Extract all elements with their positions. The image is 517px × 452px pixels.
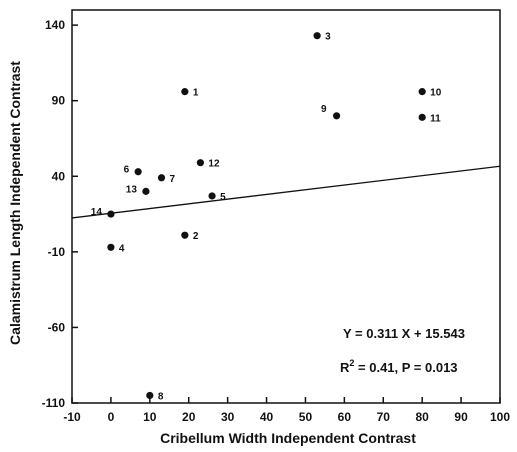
data-point-label: 5 [220, 192, 226, 203]
data-point [158, 174, 165, 181]
x-tick-label: 80 [416, 410, 430, 424]
y-tick-label: 140 [45, 18, 65, 32]
data-point-label: 3 [325, 32, 331, 43]
data-point-label: 6 [124, 165, 130, 176]
y-tick-label: 40 [52, 169, 66, 183]
x-tick-label: 70 [377, 410, 391, 424]
data-point-label: 2 [193, 231, 199, 242]
x-tick-label: 20 [182, 410, 196, 424]
regression-equation: Y = 0.311 X + 15.543 [343, 326, 465, 341]
data-point-label: 4 [119, 243, 125, 254]
x-tick-label: 40 [260, 410, 274, 424]
r-squared-annotation: R2 = 0.41, P = 0.013 [340, 358, 458, 375]
data-point [419, 88, 426, 95]
data-point [314, 32, 321, 39]
x-tick-label: 0 [108, 410, 115, 424]
data-point [197, 159, 204, 166]
y-tick-label: -10 [48, 245, 66, 259]
y-tick-label: -110 [42, 396, 66, 410]
x-axis-title: Cribellum Width Independent Contrast [160, 430, 416, 446]
data-point-label: 1 [193, 88, 199, 99]
x-tick-label: 30 [221, 410, 235, 424]
data-point [419, 114, 426, 121]
x-tick-label: 10 [143, 410, 157, 424]
y-tick-label: 90 [52, 94, 66, 108]
data-point-label: 11 [430, 113, 441, 124]
data-point [135, 168, 142, 175]
data-point-label: 7 [169, 174, 175, 185]
x-tick-label: 50 [299, 410, 313, 424]
data-point [333, 112, 340, 119]
data-point [107, 210, 114, 217]
data-point [208, 192, 215, 199]
y-axis-title: Calamistrum Length Independent Contrast [7, 61, 23, 345]
data-point [142, 188, 149, 195]
data-point [181, 88, 188, 95]
y-tick-label: -60 [48, 320, 66, 334]
data-point-label: 13 [126, 184, 138, 195]
x-tick-label: 100 [490, 410, 510, 424]
data-point-label: 8 [158, 391, 164, 402]
x-tick-label: -10 [63, 410, 81, 424]
data-point-label: 9 [321, 104, 327, 115]
data-point [181, 232, 188, 239]
data-point [146, 392, 153, 399]
plot-frame [72, 10, 500, 403]
x-tick-label: 90 [454, 410, 468, 424]
data-point [107, 244, 114, 251]
data-point-label: 10 [430, 88, 442, 99]
data-point-label: 12 [208, 159, 220, 170]
x-tick-label: 60 [338, 410, 352, 424]
r-squared-stats: = 0.41, P = 0.013 [354, 360, 457, 375]
data-point-label: 14 [91, 207, 103, 218]
